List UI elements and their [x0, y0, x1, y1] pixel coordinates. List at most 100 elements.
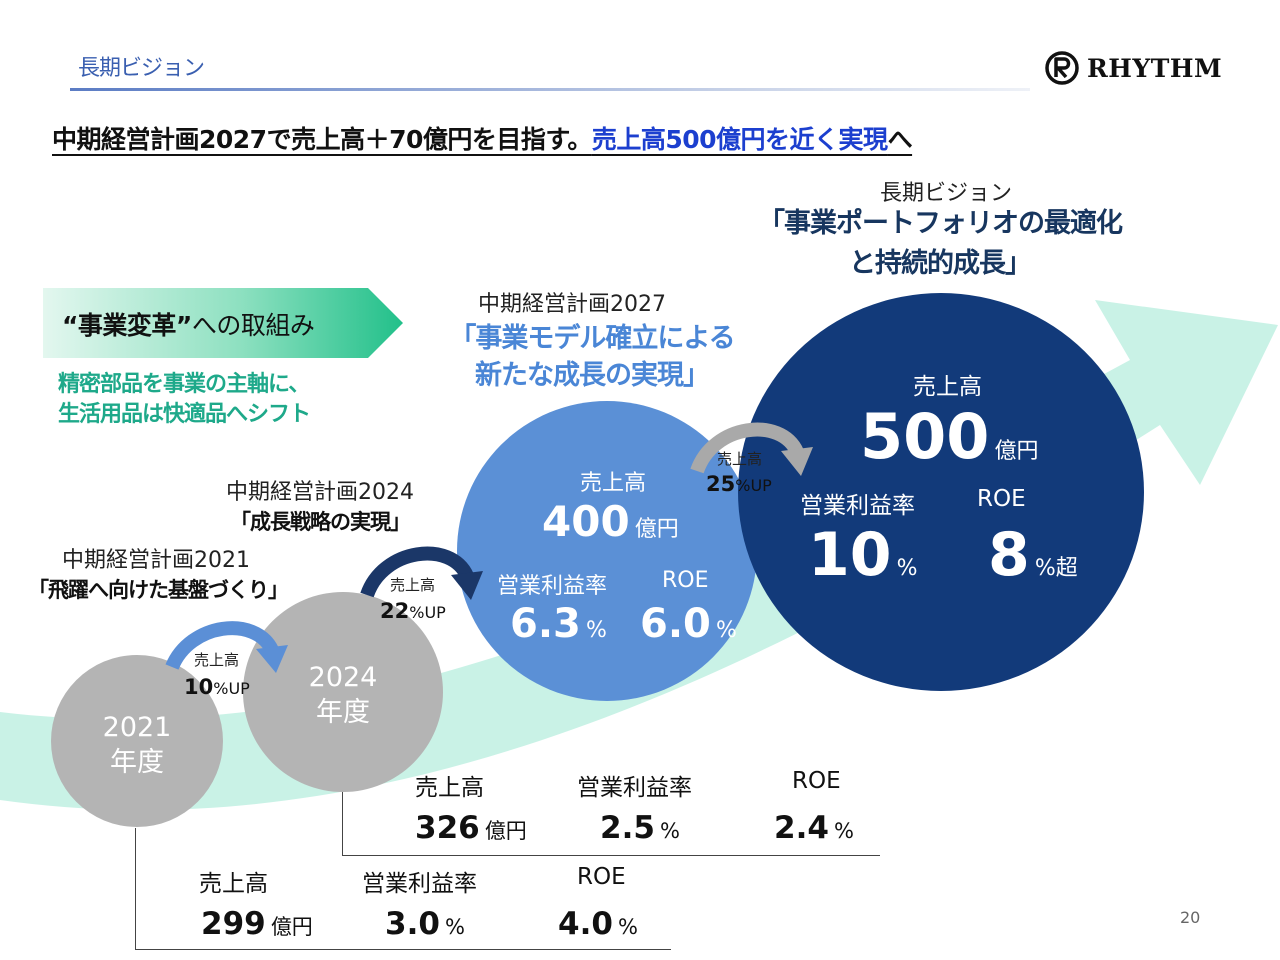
- section-title: 長期ビジョン: [78, 56, 205, 81]
- vision-sales-unit: 億円: [994, 439, 1039, 464]
- t2024-roe-value: 2.4: [774, 810, 829, 846]
- growth-1-suffix: %UP: [213, 679, 250, 698]
- t2024-margin-label: 営業利益率: [577, 775, 692, 801]
- t2021-sales-value: 299: [201, 906, 266, 942]
- c2027-roe-unit: %: [715, 618, 737, 643]
- plan-2024-subtitle: 「成長戦略の実現」: [230, 510, 411, 534]
- vision-margin: 10 %: [808, 520, 918, 590]
- badge-strong: “事業変革”: [62, 311, 192, 340]
- vision-roe-unit: %超: [1034, 556, 1078, 581]
- t2021-roe-value: 4.0: [558, 906, 613, 942]
- c2027-roe-value: 6.0: [640, 601, 711, 647]
- c2027-sales-label: 売上高: [580, 471, 647, 496]
- circle-2021-label: 2021 年度: [51, 710, 223, 780]
- plan-2027-subtitle: 「事業モデル確立による 新たな成長の実現」: [432, 320, 752, 394]
- growth-1-label: 売上高: [194, 651, 240, 669]
- c2027-roe: 6.0 %: [640, 601, 737, 647]
- growth-1-number: 10: [184, 675, 214, 699]
- logo-wordmark: RHYTHM: [1087, 53, 1223, 83]
- vision-roe-value: 8: [988, 520, 1030, 590]
- circle-2024-year: 2024: [308, 662, 378, 693]
- c2027-sales-value: 400: [542, 497, 630, 546]
- c2027-margin-label: 営業利益率: [497, 574, 608, 599]
- growth-3-label: 売上高: [717, 450, 763, 468]
- headline-part1: 中期経営計画2027で売上高＋70億円を目指す。: [52, 125, 592, 154]
- vision-sales: 500 億円: [860, 400, 1039, 473]
- company-logo: RHYTHM: [1045, 50, 1222, 86]
- growth-arrow-3-icon: [690, 422, 813, 476]
- t2021-sales: 299 億円: [201, 906, 313, 942]
- page-number: 20: [1180, 908, 1201, 927]
- circle-2024: [243, 592, 443, 792]
- rhythm-logo-icon: [1045, 51, 1079, 85]
- strategy-note-line1: 精密部品を事業の主軸に、: [58, 372, 310, 397]
- vision-sales-value: 500: [860, 400, 990, 473]
- t2024-roe-unit: %: [834, 819, 854, 843]
- strategy-note: 精密部品を事業の主軸に、 生活用品は快適品へシフト: [58, 370, 311, 430]
- vision-subtitle-line1: 「事業ポートフォリオの最適化: [758, 208, 1123, 239]
- vision-roe-label: ROE: [977, 486, 1026, 512]
- t2021-sales-label: 売上高: [199, 871, 268, 897]
- t2021-margin-unit: %: [445, 915, 465, 939]
- c2027-margin-value: 6.3: [510, 601, 581, 647]
- circle-vision: [738, 293, 1144, 691]
- badge-label: “事業変革”への取組み: [62, 306, 315, 342]
- table-2024-bracket: [342, 792, 880, 856]
- c2027-margin-unit: %: [585, 618, 607, 643]
- t2024-roe-label: ROE: [792, 768, 841, 794]
- plan-2027-subtitle-line1: 「事業モデル確立による: [449, 323, 735, 354]
- strategy-note-line2: 生活用品は快適品へシフト: [58, 402, 311, 427]
- growth-2-value: 22%UP: [380, 599, 446, 623]
- t2021-margin: 3.0 %: [385, 906, 465, 942]
- growth-arrow-1-icon: [165, 621, 288, 673]
- vision-subtitle-line2: と持続的成長」: [849, 248, 1032, 279]
- t2024-margin-unit: %: [660, 819, 680, 843]
- t2021-margin-label: 営業利益率: [362, 871, 477, 897]
- c2027-sales: 400 億円: [542, 497, 679, 546]
- growth-2-number: 22: [380, 599, 410, 623]
- table-2021-bracket: [135, 828, 671, 950]
- t2024-margin-value: 2.5: [600, 810, 655, 846]
- circle-2021-unit: 年度: [110, 747, 164, 778]
- t2021-sales-unit: 億円: [270, 915, 313, 939]
- t2024-sales-label: 売上高: [415, 775, 484, 801]
- header-rule: [70, 88, 1030, 91]
- badge-rest: への取組み: [191, 311, 315, 340]
- plan-2027-subtitle-line2: 新たな成長の実現」: [475, 360, 710, 391]
- headline-highlight: 売上高500億円を近く実現: [591, 125, 888, 154]
- growth-2-label: 売上高: [390, 576, 436, 594]
- plan-2027-title: 中期経営計画2027: [478, 292, 666, 317]
- growth-3-suffix: %UP: [735, 476, 772, 495]
- circle-2021-year: 2021: [102, 712, 172, 743]
- headline-part3: へ: [887, 125, 913, 154]
- t2024-sales-value: 326: [415, 810, 480, 846]
- circle-2024-label: 2024 年度: [243, 660, 443, 730]
- growth-2-suffix: %UP: [409, 603, 446, 622]
- vision-subtitle: 「事業ポートフォリオの最適化 と持続的成長」: [750, 204, 1130, 284]
- vision-margin-unit: %: [896, 556, 918, 581]
- circle-2024-unit: 年度: [316, 697, 370, 728]
- vision-title: 長期ビジョン: [880, 181, 1013, 206]
- t2021-roe: 4.0 %: [558, 906, 638, 942]
- vision-margin-label: 営業利益率: [800, 493, 915, 519]
- vision-margin-value: 10: [808, 520, 892, 590]
- c2027-margin: 6.3 %: [510, 601, 607, 647]
- t2021-roe-label: ROE: [577, 864, 626, 890]
- transformation-badge: [43, 288, 403, 358]
- growth-3-number: 25: [706, 472, 736, 496]
- c2027-sales-unit: 億円: [634, 517, 679, 542]
- t2024-sales: 326 億円: [415, 810, 527, 846]
- c2027-roe-label: ROE: [662, 568, 709, 593]
- vision-sales-label: 売上高: [913, 374, 982, 400]
- t2021-margin-value: 3.0: [385, 906, 440, 942]
- plan-2021-title: 中期経営計画2021: [62, 548, 250, 573]
- growth-1-value: 10%UP: [184, 675, 250, 699]
- t2024-margin: 2.5 %: [600, 810, 680, 846]
- t2024-roe: 2.4 %: [774, 810, 854, 846]
- growth-arrow-2-icon: [360, 546, 483, 600]
- headline: 中期経営計画2027で売上高＋70億円を目指す。売上高500億円を近く実現へ: [52, 120, 913, 156]
- circle-2021: [51, 655, 223, 827]
- vision-roe: 8 %超: [988, 520, 1078, 590]
- growth-3-value: 25%UP: [706, 472, 772, 496]
